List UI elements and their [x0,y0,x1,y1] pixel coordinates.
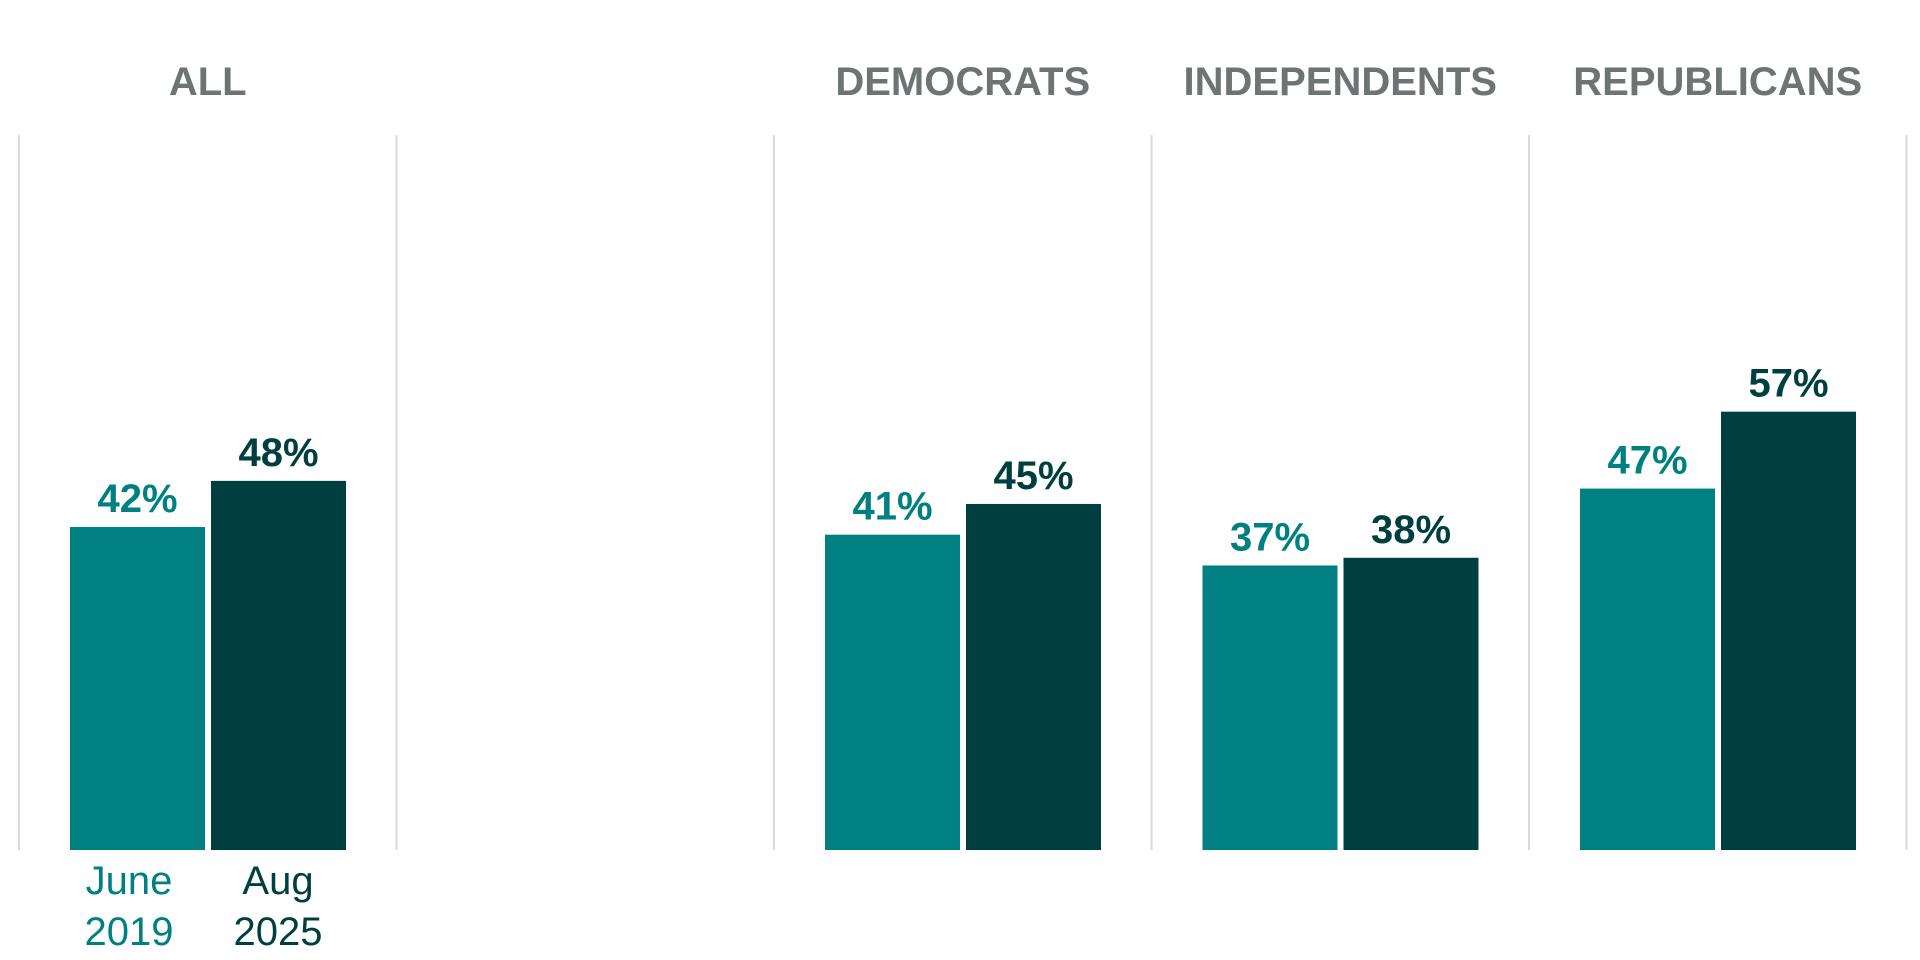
bar-democrats-aug-2025 [966,503,1101,850]
group-separators [18,135,1908,850]
group-title-independents: INDEPENDENTS [1184,60,1497,104]
value-label-republicans-aug-2025: 57% [1748,362,1828,406]
legend-june-line2: 2019 [85,910,174,954]
group-titles: ALL DEMOCRATS INDEPENDENTS REPUBLICANS [169,60,1862,104]
value-labels: 42% 48% 41% 45% 37% 38% 47% 57% [97,362,1828,560]
bar-republicans-aug-2025 [1721,411,1856,850]
value-label-all-june-2019: 42% [97,477,177,521]
bar-independents-june-2019 [1202,565,1338,850]
legend-aug-line2: 2025 [234,910,323,954]
value-label-republicans-june-2019: 47% [1607,439,1687,483]
group-title-all: ALL [169,60,247,104]
value-label-independents-june-2019: 37% [1230,515,1310,559]
bar-republicans-june-2019 [1580,488,1715,850]
bar-independents-aug-2025 [1343,557,1479,850]
value-label-democrats-aug-2025: 45% [993,454,1073,498]
legend-june-line1: June [86,859,173,903]
bar-democrats-june-2019 [825,534,960,850]
bar-all-june-2019 [70,527,205,850]
legend: June 2019 Aug 2025 [85,859,323,954]
value-label-all-aug-2025: 48% [238,431,318,475]
group-title-republicans: REPUBLICANS [1573,60,1862,104]
bars [70,411,1856,850]
value-label-democrats-june-2019: 41% [852,485,932,529]
legend-aug-line1: Aug [242,859,313,903]
value-label-independents-aug-2025: 38% [1371,508,1451,552]
group-title-democrats: DEMOCRATS [835,60,1090,104]
bar-all-aug-2025 [211,480,346,850]
